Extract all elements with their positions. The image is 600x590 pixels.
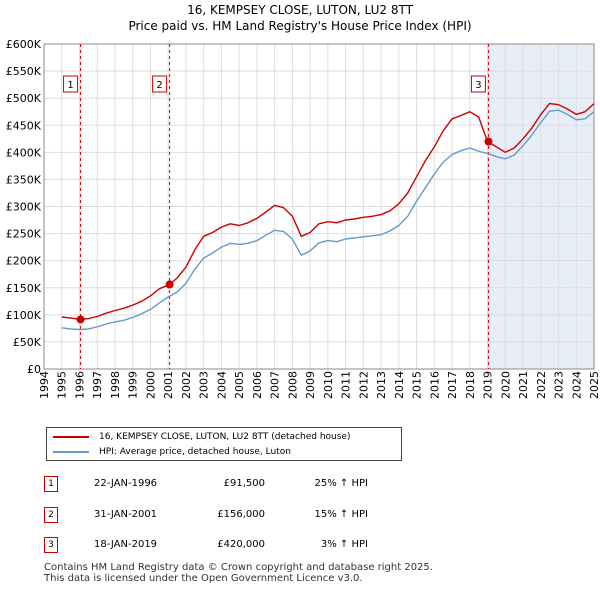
y-tick-label: £550K xyxy=(6,65,42,78)
price-chart: 16, KEMPSEY CLOSE, LUTON, LU2 8TT Price … xyxy=(6,3,600,399)
x-tick-label: 2005 xyxy=(233,371,246,399)
sale-row: 1 22-JAN-1996 £91,500 25% ↑ HPI xyxy=(0,476,600,496)
x-tick-label: 2022 xyxy=(535,371,548,399)
series-line-property xyxy=(61,102,595,321)
x-tick-label: 2009 xyxy=(304,371,317,399)
x-tick-label: 2008 xyxy=(286,371,299,399)
x-tick-label: 2004 xyxy=(215,371,228,399)
x-tick-label: 2001 xyxy=(162,371,175,399)
sale-point xyxy=(165,280,174,289)
sale-badge: 3 xyxy=(44,537,58,553)
sale-marker-box xyxy=(63,75,79,93)
x-tick-label: 2018 xyxy=(464,371,477,399)
y-tick-label: £600K xyxy=(6,38,42,51)
chart-subtitle: Price paid vs. HM Land Registry's House … xyxy=(128,19,471,33)
x-tick-label: 2003 xyxy=(198,371,211,399)
x-tick-label: 2016 xyxy=(428,371,441,399)
sale-badge: 1 xyxy=(44,476,58,492)
y-tick-label: £350K xyxy=(6,173,42,186)
y-tick-label: £0 xyxy=(27,363,41,376)
sale-row: 2 31-JAN-2001 £156,000 15% ↑ HPI xyxy=(0,507,600,527)
sale-point xyxy=(76,315,85,324)
legend-item-hpi: HPI: Average price, detached house, Luto… xyxy=(53,445,291,459)
footer-line-copyright: Contains HM Land Registry data © Crown c… xyxy=(44,562,433,573)
x-tick-label: 2002 xyxy=(180,371,193,399)
y-tick-label: £450K xyxy=(6,119,42,132)
x-tick-label: 1998 xyxy=(109,371,122,399)
sale-hpi-change: 25% ↑ HPI xyxy=(314,478,368,489)
legend-swatch-property xyxy=(53,436,89,438)
x-tick-label: 1994 xyxy=(38,371,51,399)
plot-area: £0 £50K £100K £150K £200K £250K £300K £350K £400… xyxy=(6,38,600,399)
x-tick-label: 2020 xyxy=(499,371,512,399)
y-tick-label: £500K xyxy=(6,92,42,105)
x-tick-label: 2019 xyxy=(482,371,495,399)
x-tick-label: 2000 xyxy=(144,371,157,399)
chart-legend: 16, KEMPSEY CLOSE, LUTON, LU2 8TT (detac… xyxy=(46,427,402,461)
sale-marker-label: 2 xyxy=(156,80,162,91)
y-tick-label: £200K xyxy=(6,255,42,268)
legend-label-hpi: HPI: Average price, detached house, Luto… xyxy=(99,447,291,457)
y-tick-label: £300K xyxy=(6,201,42,214)
sale-point xyxy=(484,137,493,146)
chart-title: 16, KEMPSEY CLOSE, LUTON, LU2 8TT xyxy=(187,3,414,17)
sale-price: £91,500 xyxy=(223,478,265,489)
x-tick-label: 2006 xyxy=(251,371,264,399)
x-tick-label: 1995 xyxy=(56,371,69,399)
footer-notice: Contains HM Land Registry data © Crown c… xyxy=(44,562,433,584)
y-tick-label: £250K xyxy=(6,228,42,241)
sale-marker-box xyxy=(152,75,168,93)
x-tick-label: 2023 xyxy=(553,371,566,399)
sale-marker-label: 1 xyxy=(67,80,73,91)
x-tick-label: 1996 xyxy=(73,371,86,399)
legend-swatch-hpi xyxy=(53,451,89,453)
sale-price: £156,000 xyxy=(217,509,265,520)
legend-item-property: 16, KEMPSEY CLOSE, LUTON, LU2 8TT (detac… xyxy=(53,430,350,444)
sale-badge: 2 xyxy=(44,507,58,523)
x-tick-label: 2024 xyxy=(570,371,583,399)
sale-marker-box xyxy=(470,75,486,93)
sale-date: 31-JAN-2001 xyxy=(94,509,158,520)
y-tick-label: £50K xyxy=(13,336,42,349)
x-tick-label: 2010 xyxy=(322,371,335,399)
y-tick-label: £100K xyxy=(6,309,42,322)
x-tick-label: 2021 xyxy=(517,371,530,399)
sale-row: 3 18-JAN-2019 £420,000 3% ↑ HPI xyxy=(0,537,600,557)
sale-date: 22-JAN-1996 xyxy=(94,478,158,489)
x-tick-label: 2012 xyxy=(357,371,370,399)
x-tick-label: 2015 xyxy=(411,371,424,399)
sale-price: £420,000 xyxy=(217,539,265,550)
x-tick-label: 1999 xyxy=(127,371,140,399)
x-tick-label: 2011 xyxy=(340,371,353,399)
x-tick-label: 1997 xyxy=(91,371,104,399)
footer-line-licence: This data is licensed under the Open Gov… xyxy=(44,573,363,584)
plot-frame xyxy=(43,43,595,370)
y-tick-label: £150K xyxy=(6,282,42,295)
y-tick-label: £400K xyxy=(6,146,42,159)
x-tick-label: 2014 xyxy=(393,371,406,399)
sale-date: 18-JAN-2019 xyxy=(94,539,158,550)
sale-hpi-change: 15% ↑ HPI xyxy=(314,509,368,520)
legend-label-property: 16, KEMPSEY CLOSE, LUTON, LU2 8TT (detac… xyxy=(99,432,351,442)
x-tick-label: 2013 xyxy=(375,371,388,399)
series-line-hpi xyxy=(61,109,595,331)
sale-marker-label: 3 xyxy=(475,80,481,91)
x-tick-label: 2017 xyxy=(446,371,459,399)
x-tick-label: 2025 xyxy=(588,371,600,399)
sale-hpi-change: 3% ↑ HPI xyxy=(320,539,368,550)
x-tick-label: 2007 xyxy=(269,371,282,399)
